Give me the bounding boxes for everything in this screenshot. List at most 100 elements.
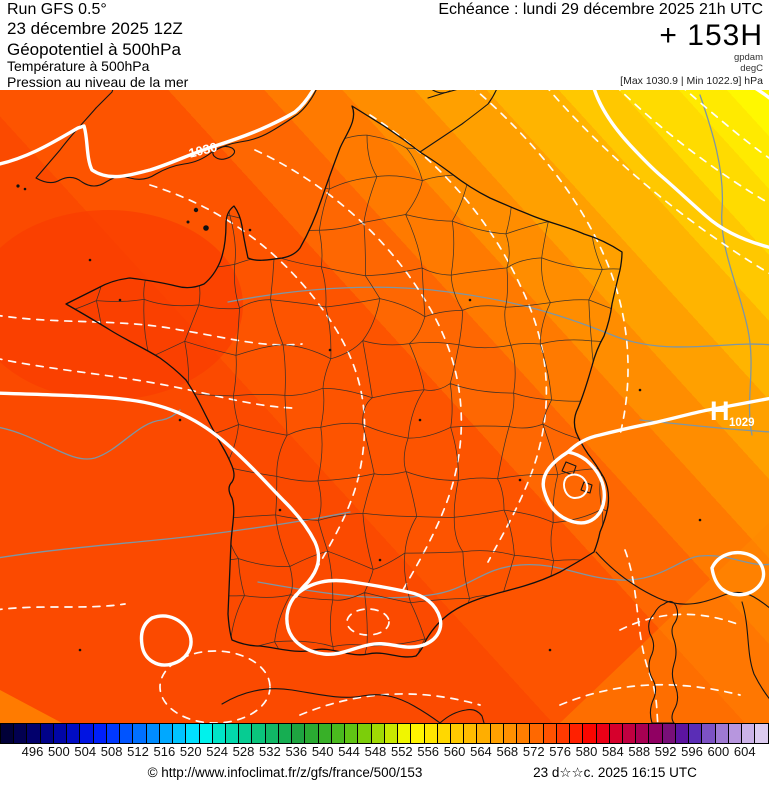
colorbar-cell [26,723,41,744]
colorbar-tick: 580 [575,744,598,759]
colorbar-cell [476,723,491,744]
france-border [65,105,623,658]
param-geopotential: Géopotentiel à 500hPa [7,39,181,59]
isobars [0,90,769,667]
geopotential-bands [0,90,769,723]
colorbar-cell [158,723,174,744]
colorbar-cell [264,723,279,744]
colorbar-tick: 544 [338,744,360,759]
colorbar-cell [674,723,690,744]
geopotential-se-band [560,522,769,723]
isobar-ne [592,90,769,249]
colorbar-cell [172,723,187,744]
colorbar-cell [105,723,121,744]
colorbar-tick: 552 [390,744,413,759]
colorbar-cell [569,723,584,744]
colorbar-cell [688,723,703,744]
colorbar-cell [211,723,226,744]
colorbar-cell [397,723,412,744]
colorbar-tick: 600 [707,744,730,759]
geopotential-low-patch [0,210,243,400]
map-area: 1030 H 1029 [0,90,769,723]
high-pressure-letter: H [710,396,730,426]
map-svg: 1030 H 1029 [0,90,769,723]
colorbar-cell [608,723,624,744]
colorbar-cell [344,723,359,744]
pressure-minmax: [Max 1030.9 | Min 1022.9] hPa [620,75,763,88]
italy-west-coast [741,601,769,700]
colorbar-cell [622,723,637,744]
channel-island [193,207,199,213]
colorbar-cell [635,723,650,744]
footer: © http://www.infoclimat.fr/z/gfs/france/… [0,760,769,786]
geopotential-sw-band [0,690,62,723]
colorbar-cell [317,723,332,744]
colorbar-tick: 524 [206,744,229,759]
colorbar-cell [741,723,756,744]
colorbar-tick: 560 [443,744,466,759]
colorbar-tick: 604 [733,744,756,759]
header-right: Echéance : lundi 29 décembre 2025 21h UT… [438,1,763,88]
colorbar-cell [251,723,266,744]
colorbar-cell [357,723,372,744]
colorbar-cell [754,723,769,744]
temperature-contours [0,90,769,723]
colorbar-cell [383,723,399,744]
colorbar-cell [370,723,385,744]
colorbar-cell [277,723,293,744]
attribution-link[interactable]: © http://www.infoclimat.fr/z/gfs/france/… [147,765,423,780]
isobar-1029-west [0,391,321,598]
colorbar-cell [0,723,15,744]
colorbar-cell [132,723,147,744]
colorbar-tick: 548 [364,744,387,759]
spain-coast-e [439,709,485,723]
header: Run GFS 0.5° 23 décembre 2025 12Z Géopot… [0,0,769,90]
generation-timestamp: 23 d☆☆c. 2025 16:15 UTC [533,765,697,780]
isobar-value-label: 1030 [187,139,219,161]
england-coast-n [95,90,114,109]
colorbar-cell [330,723,346,744]
colorbar-ticks: 496 500 504 508 512 516 520 524 528 532 536 540 544 5… [0,744,769,760]
england-coast [35,90,317,187]
header-left: Run GFS 0.5° 23 décembre 2025 12Z Géopot… [7,1,188,90]
unit-gpdam: gpdam [733,51,763,63]
colorbar-cell [555,723,571,744]
colorbar-cell [701,723,716,744]
colorbar-tick: 564 [470,744,492,759]
colorbar-tick: 512 [127,744,149,759]
colorbar-cell [542,723,557,744]
colorbar-cell [516,723,531,744]
spain-coast [221,688,441,723]
colorbar-cell [79,723,94,744]
colorbar-cell [304,723,319,744]
model-run-date: 23 décembre 2025 12Z [7,18,183,38]
param-pressure: Pression au niveau de la mer [7,73,189,90]
colorbar-cell [423,723,438,744]
colorbar-cell [224,723,240,744]
colorbar-tick: 520 [179,744,202,759]
colorbar-cell [410,723,425,744]
map-specks [78,228,702,652]
colorbar-cell [727,723,743,744]
isle-of-wight [212,145,236,160]
colorbar-tick: 592 [654,744,677,759]
high-pressure-value: 1029 [729,417,755,429]
colorbar-tick: 516 [153,744,176,759]
colorbar-cell [66,723,81,744]
colorbar-cell [502,723,518,744]
colorbar-cell [13,723,28,744]
isobar-alps-loop [541,450,606,525]
colorbar-tick: 572 [522,744,545,759]
isobar-small-loop [139,614,193,667]
isobar-pyrenees-loop [285,578,443,656]
colorbar-cell [92,723,107,744]
colorbar-tick: 588 [628,744,651,759]
colorbar-cell [661,723,676,744]
colorbar-tick: 536 [285,744,308,759]
liguria-coast [595,551,769,609]
channel-island [186,220,190,224]
colorbar-cell [489,723,504,744]
colorbar-cell [119,723,134,744]
colorbar-cell [145,723,160,744]
